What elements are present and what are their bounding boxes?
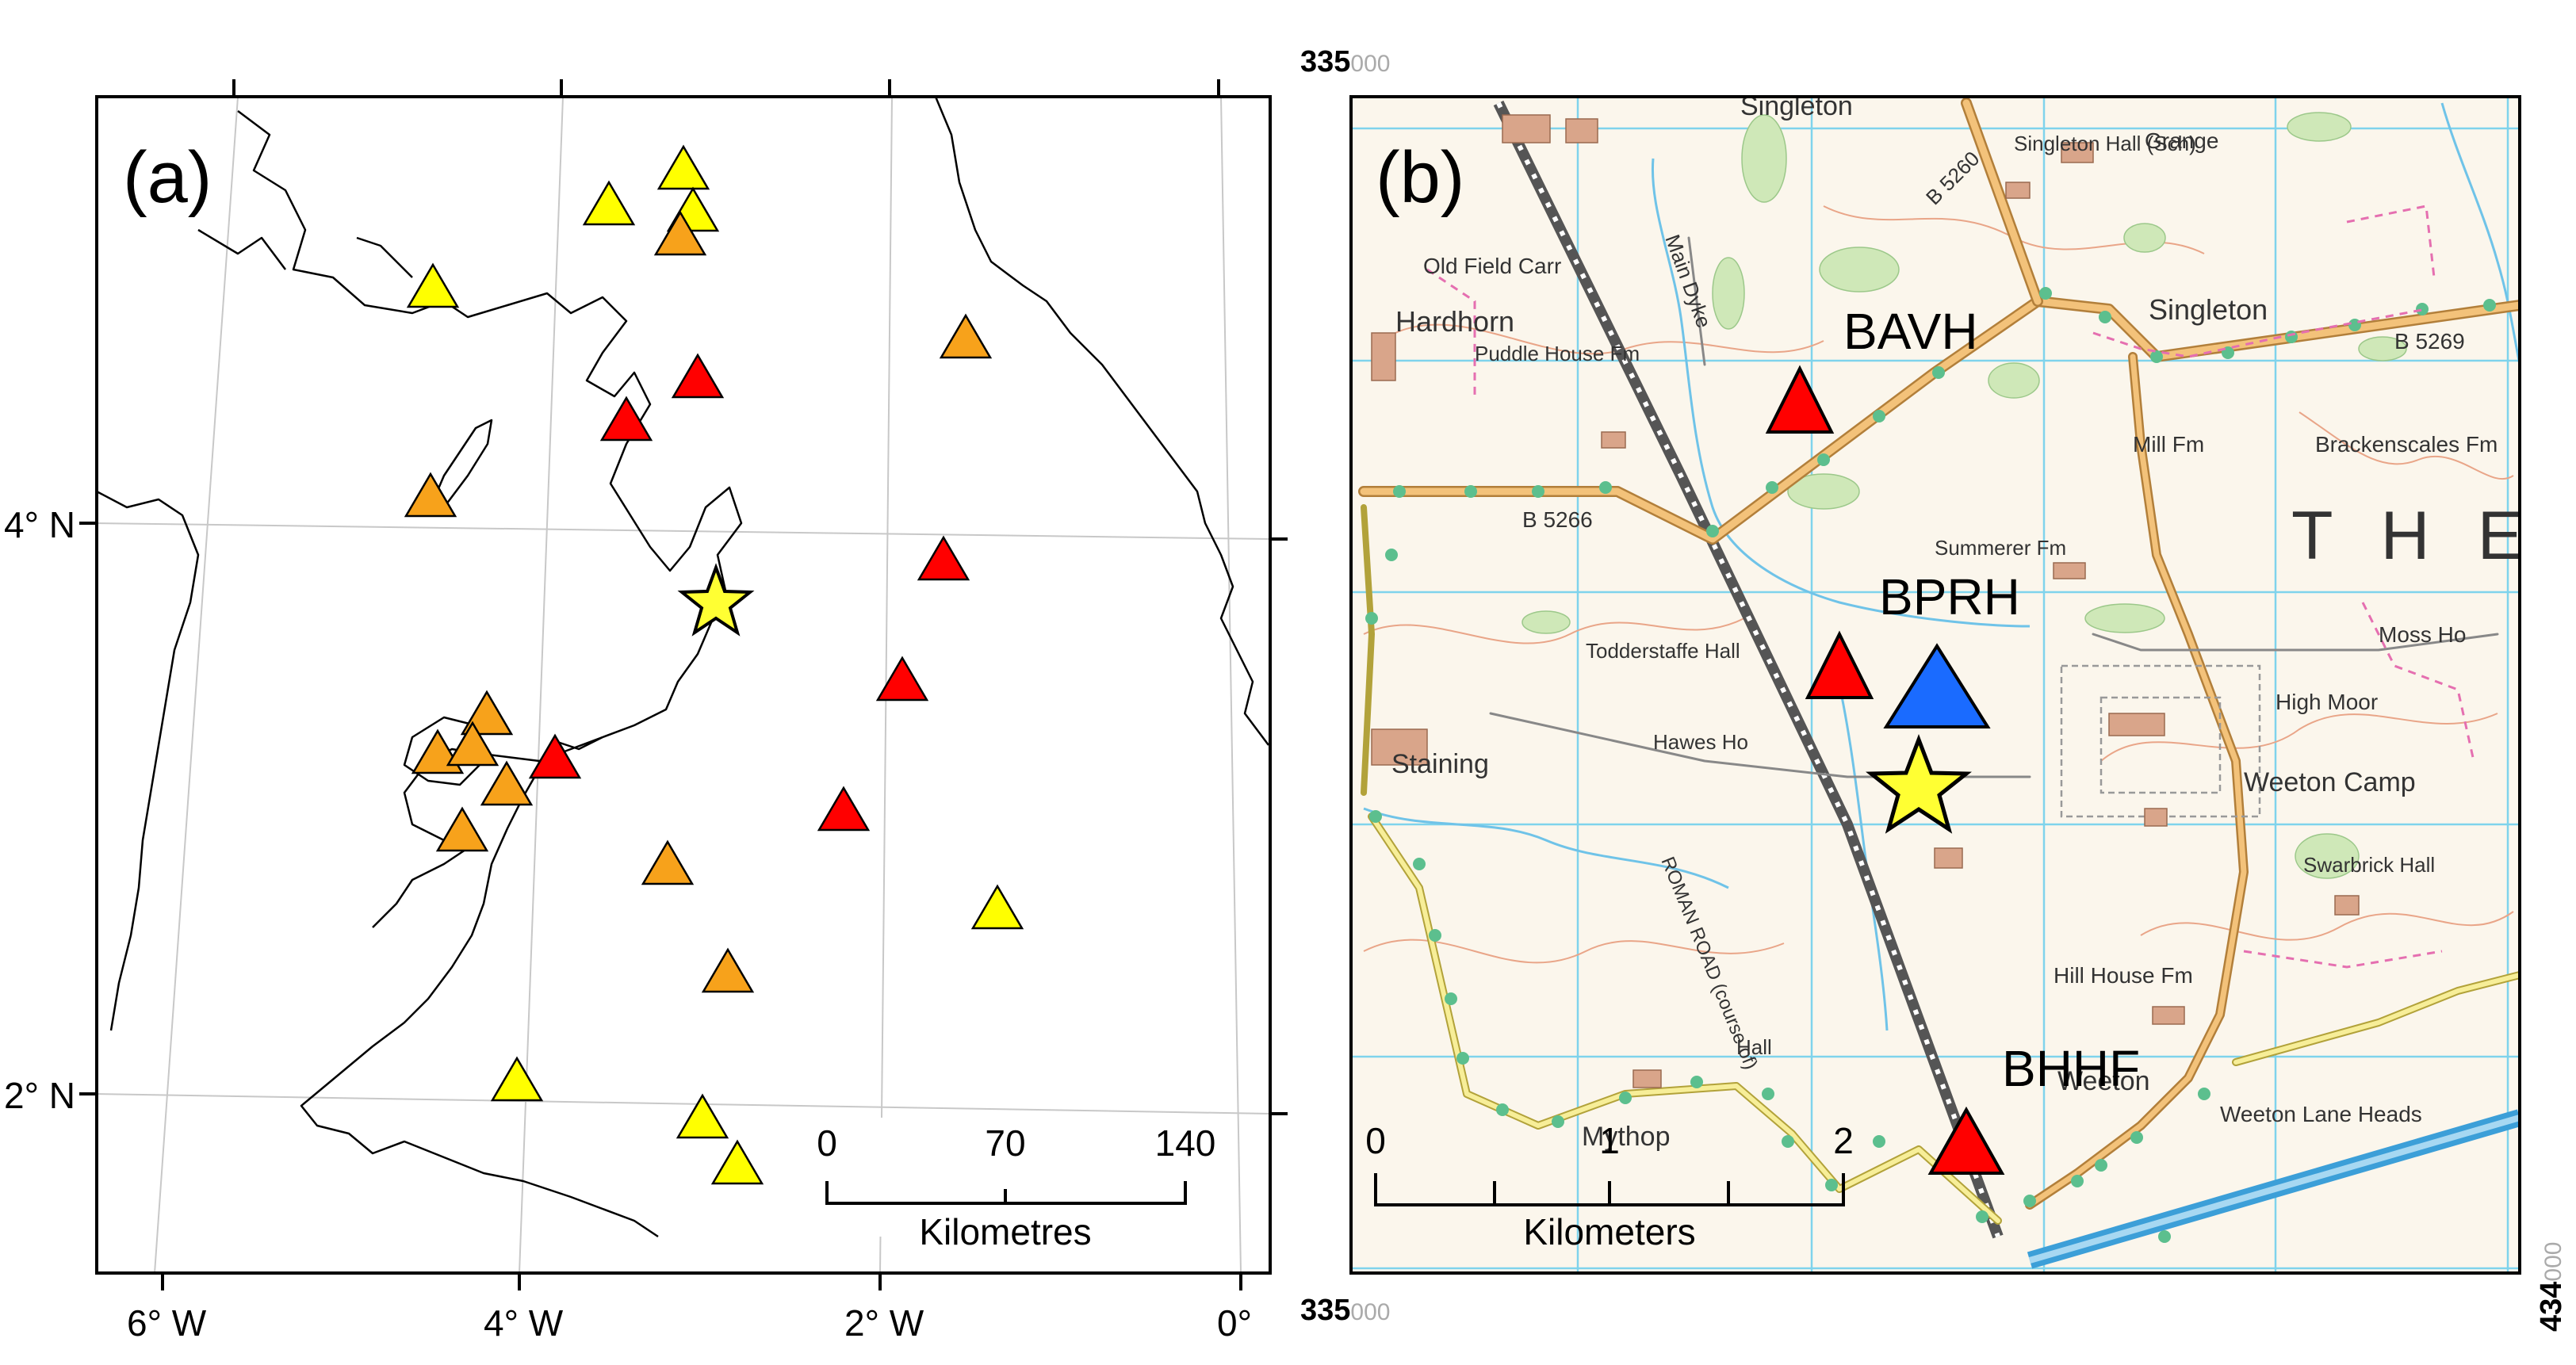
- panel-b-map: Singleton Grange Old Field Carr Hardhorn…: [1351, 91, 2570, 1273]
- panel-b-frame: [1349, 95, 2521, 1275]
- site-marker: [939, 313, 993, 359]
- footpath-dots: [1365, 287, 2496, 1243]
- site-marker: [656, 144, 710, 190]
- place-name: Hall: [1736, 1035, 1772, 1059]
- panel-a: (a) 4° N 2° N 6° W 4° W 2° W 0° 0 70 140…: [4, 79, 1288, 1344]
- grid-ref-top-left: 335000: [1300, 45, 1390, 78]
- place-name: Mythop: [1582, 1122, 1671, 1152]
- panel-a-label: (a): [123, 137, 212, 218]
- place-name: Staining: [1391, 749, 1489, 779]
- place-name: Swarbrick Hall: [2303, 853, 2435, 877]
- station-label-bavh: BAVH: [1843, 303, 1978, 360]
- site-marker: [875, 656, 929, 702]
- place-name: Singleton: [2149, 293, 2268, 326]
- site-marker: [917, 535, 970, 581]
- os-place-names: Singleton Grange Old Field Carr Hardhorn…: [1391, 91, 2570, 1152]
- place-name: Weeton: [2057, 1066, 2150, 1096]
- scale-unit: Kilometres: [919, 1211, 1091, 1252]
- lon-label-4w: 4° W: [484, 1302, 564, 1344]
- road-label: B 5266: [1522, 507, 1593, 532]
- site-marker: [406, 262, 460, 308]
- lat-label-2n: 2° N: [4, 1075, 75, 1116]
- station-marker-bprh-left: [1805, 630, 1874, 699]
- place-name: Singleton Hall (Sch): [2014, 132, 2196, 155]
- os-grid: [1351, 97, 2520, 1273]
- site-marker: [599, 396, 653, 442]
- woodland: [1521, 112, 2407, 879]
- markers-a: [404, 144, 1024, 1185]
- watercourses: [1363, 102, 2520, 1031]
- site-marker: [480, 760, 534, 806]
- panel-a-frame: [95, 95, 1272, 1275]
- road-label: B 5269: [2394, 329, 2465, 354]
- place-name: Hill House Fm: [2054, 963, 2193, 988]
- place-name: Singleton: [1740, 91, 1853, 121]
- station-marker-bavh: [1765, 365, 1835, 434]
- site-marker: [490, 1056, 544, 1102]
- site-marker: [970, 884, 1024, 930]
- site-marker: [817, 786, 871, 832]
- epicentre-star: [677, 563, 755, 637]
- site-marker: [641, 839, 695, 885]
- lon-label-6w: 6° W: [127, 1302, 207, 1344]
- site-marker: [701, 947, 755, 993]
- scale-tick-2: 2: [1833, 1120, 1854, 1161]
- site-marker: [653, 210, 707, 256]
- lat-label-4n: 4° N: [4, 504, 75, 545]
- site-marker: [404, 472, 457, 518]
- place-name: High Moor: [2276, 690, 2378, 714]
- panel-b-label: (b): [1376, 137, 1464, 218]
- station-marker-bhhf: [1927, 1106, 2005, 1175]
- site-marker: [435, 806, 489, 852]
- scale-tick-1: 1: [1599, 1120, 1620, 1161]
- buildings: [1371, 114, 2360, 1088]
- stations-b: [1765, 365, 2005, 1175]
- site-marker: [710, 1139, 764, 1185]
- panel-a-map: [97, 97, 1270, 1273]
- station-marker-bprh: [1883, 643, 1991, 728]
- site-marker: [676, 1093, 729, 1139]
- place-name: Mill Fm: [2133, 432, 2204, 457]
- site-marker: [671, 353, 725, 399]
- scale-bar-b: 0 1 2 Kilometers: [1365, 1120, 1854, 1252]
- site-marker: [582, 180, 636, 226]
- station-label-bhhf: BHHF: [2002, 1040, 2140, 1097]
- epicentre-star: [1866, 733, 1972, 834]
- place-name: Todderstaffe Hall: [1586, 639, 1740, 663]
- place-name: Moss Ho: [2379, 622, 2466, 647]
- lon-label-0: 0°: [1217, 1302, 1252, 1344]
- place-name: Puddle House Fm: [1475, 342, 1640, 365]
- place-name: Brackenscales Fm: [2315, 432, 2498, 457]
- grid-ref-bottom-left: 335000: [1300, 1294, 1390, 1327]
- place-name: THE: [2291, 498, 2570, 574]
- scale-tick-0: 0: [1365, 1120, 1386, 1161]
- scale-bar-a: 0 70 140 Kilometres: [813, 1118, 1215, 1252]
- graticule: [97, 97, 1270, 1273]
- place-name: Grange: [2145, 128, 2218, 153]
- place-name: Hardhorn: [1395, 305, 1514, 338]
- panel-a-ticks: [79, 79, 1288, 1290]
- roads: [1358, 98, 2520, 1225]
- scale-unit: Kilometers: [1523, 1211, 1695, 1252]
- scale-tick-70: 70: [985, 1122, 1025, 1164]
- place-name: Old Field Carr: [1423, 254, 1561, 278]
- site-marker: [528, 733, 582, 779]
- grid-ref-right: 434000: [2535, 1242, 2568, 1332]
- place-name: Summerer Fm: [1935, 536, 2066, 560]
- site-marker: [460, 690, 514, 736]
- boundaries: [1426, 205, 2475, 969]
- place-name: Hawes Ho: [1653, 730, 1748, 754]
- place-name: Weeton Lane Heads: [2220, 1102, 2422, 1126]
- lon-label-2w: 2° W: [844, 1302, 924, 1344]
- scale-tick-140: 140: [1155, 1122, 1216, 1164]
- scale-tick-0: 0: [817, 1122, 837, 1164]
- site-marker: [446, 721, 500, 767]
- panel-b: Singleton Grange Old Field Carr Hardhorn…: [1300, 45, 2570, 1332]
- place-name: Weeton Camp: [2244, 767, 2416, 797]
- station-label-bprh: BPRH: [1879, 568, 2020, 625]
- railway: [1493, 100, 2004, 1239]
